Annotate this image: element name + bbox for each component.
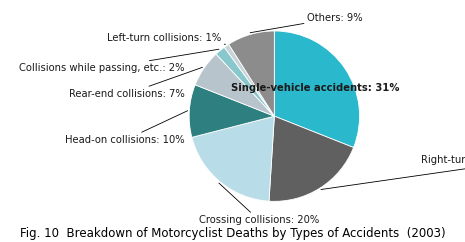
Wedge shape bbox=[189, 85, 274, 137]
Text: Rear-end collisions: 7%: Rear-end collisions: 7% bbox=[69, 67, 202, 99]
Text: Others: 9%: Others: 9% bbox=[250, 13, 362, 33]
Text: Single-vehicle accidents: 31%: Single-vehicle accidents: 31% bbox=[231, 83, 399, 93]
Text: Crossing collisions: 20%: Crossing collisions: 20% bbox=[199, 183, 319, 225]
Wedge shape bbox=[192, 116, 274, 201]
Wedge shape bbox=[195, 54, 274, 116]
Text: Collisions while passing, etc.: 2%: Collisions while passing, etc.: 2% bbox=[20, 49, 219, 74]
Wedge shape bbox=[216, 47, 274, 116]
Text: Head-on collisions: 10%: Head-on collisions: 10% bbox=[65, 111, 188, 145]
Text: Fig. 10  Breakdown of Motorcyclist Deaths by Types of Accidents  (2003): Fig. 10 Breakdown of Motorcyclist Deaths… bbox=[20, 227, 445, 240]
Wedge shape bbox=[224, 44, 274, 116]
Wedge shape bbox=[269, 116, 353, 201]
Wedge shape bbox=[274, 31, 359, 148]
Text: Left-turn collisions: 1%: Left-turn collisions: 1% bbox=[107, 33, 226, 44]
Text: Right-turn/straight-ahead collisions: 20%: Right-turn/straight-ahead collisions: 20… bbox=[321, 155, 465, 189]
Wedge shape bbox=[229, 31, 274, 116]
